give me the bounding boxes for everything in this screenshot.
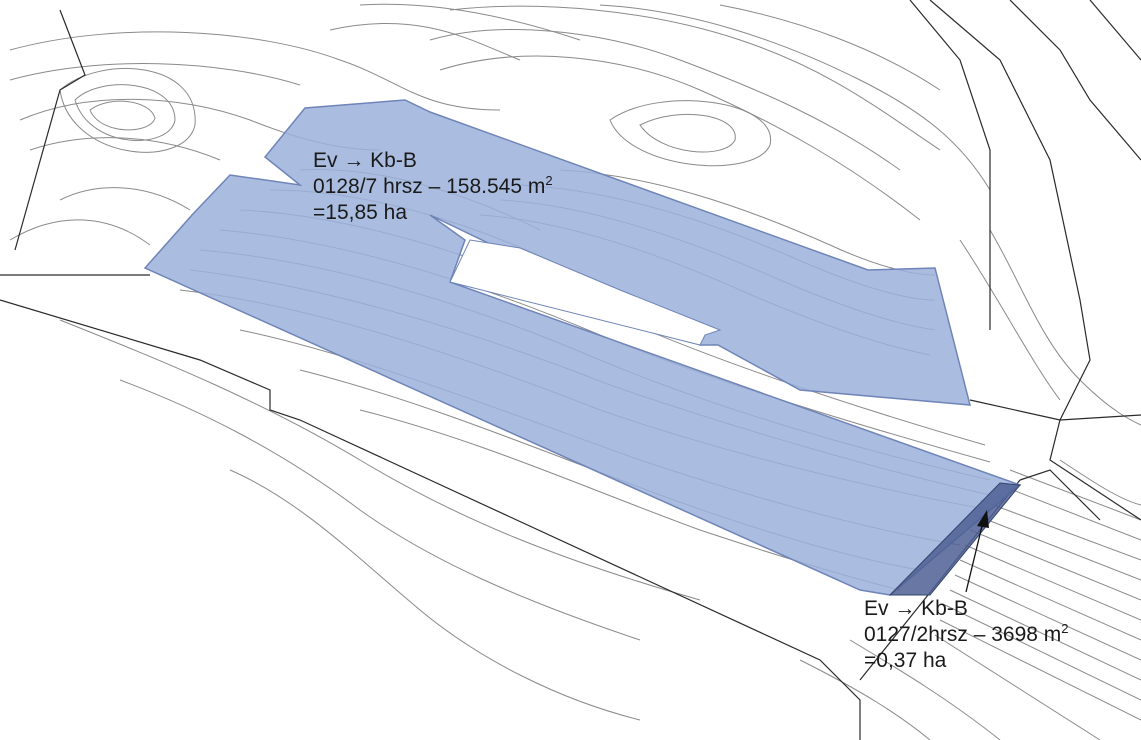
parcel-1-change: Ev → Kb-B — [313, 149, 417, 172]
parcel-2-change: Ev → Kb-B — [864, 597, 968, 620]
parcel-2-hectares: =0,37 ha — [864, 649, 947, 672]
parcel-0127-2 — [888, 482, 1021, 596]
parcel-1-label: Ev → Kb-B 0128/7 hrsz – 158.545 m2 =15,8… — [313, 148, 553, 226]
parcel-0128-7 — [143, 99, 1022, 596]
parcel-1-area: 0128/7 hrsz – 158.545 m2 — [313, 173, 553, 198]
inner-gap — [449, 239, 722, 346]
parcel-2-label: Ev → Kb-B 0127/2hrsz – 3698 m2 =0,37 ha — [864, 596, 1069, 674]
parcel-2-area: 0127/2hrsz – 3698 m2 — [864, 621, 1069, 646]
leader-arrow — [965, 510, 989, 593]
parcel-1-hectares: =15,85 ha — [313, 201, 408, 224]
